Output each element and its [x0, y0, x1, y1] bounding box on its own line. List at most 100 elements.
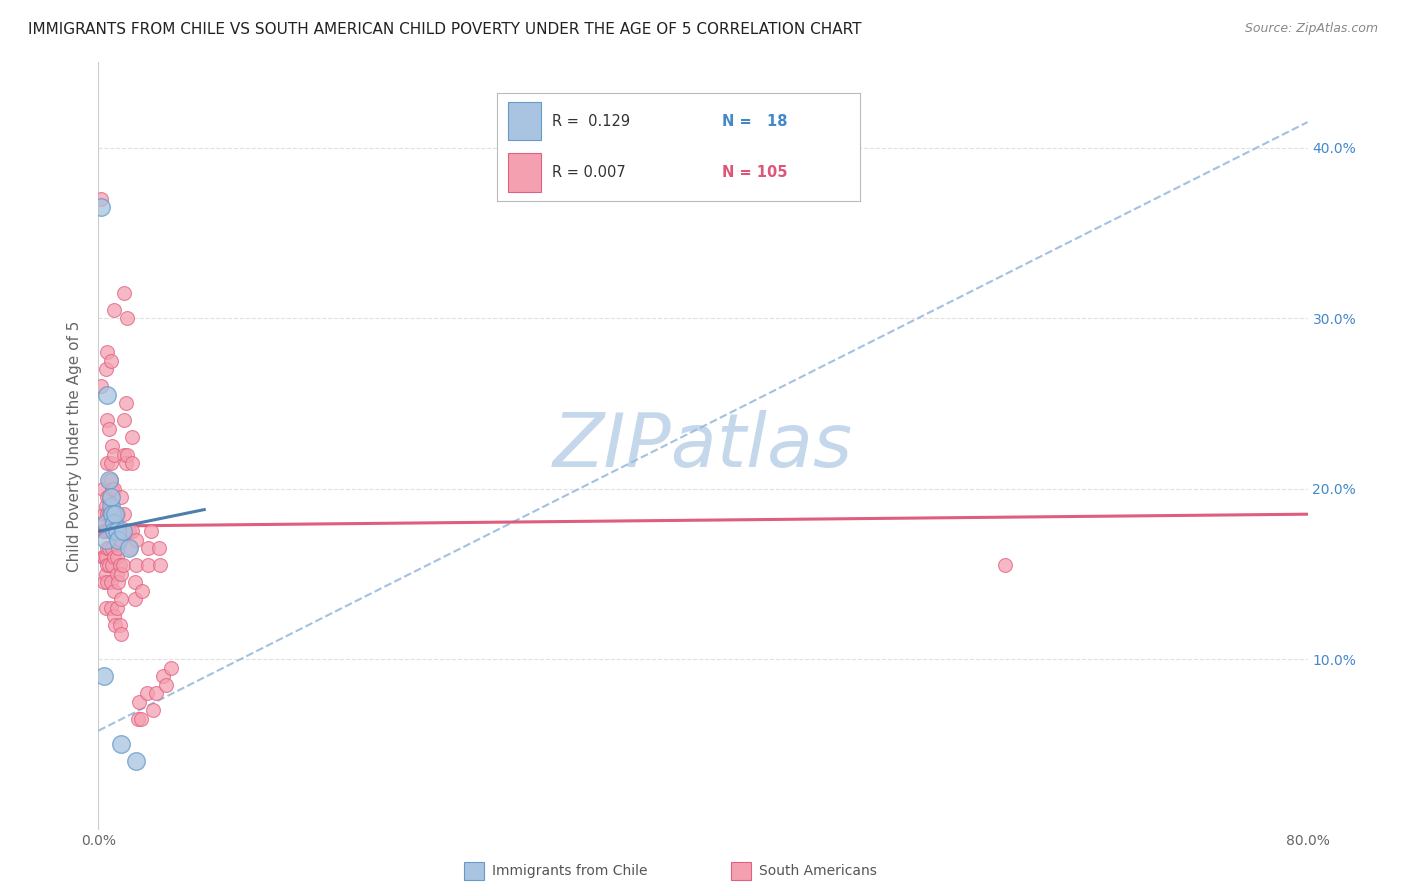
Point [127, 712, 149, 726]
Point [94, 362, 117, 376]
Point [160, 660, 183, 674]
Point [96, 541, 118, 556]
Point [110, 490, 132, 504]
Point [100, 499, 122, 513]
Point [128, 695, 150, 709]
Point [98, 473, 121, 487]
Point [96, 413, 118, 427]
Point [101, 439, 124, 453]
Point [101, 541, 124, 556]
Point [91, 549, 114, 564]
Point [118, 524, 141, 539]
Point [104, 507, 127, 521]
Point [115, 311, 138, 326]
Point [107, 533, 129, 547]
Point [96, 456, 118, 470]
Point [101, 558, 124, 573]
Point [121, 524, 143, 539]
Point [112, 285, 135, 300]
Point [94, 601, 117, 615]
Point [103, 549, 125, 564]
Point [108, 533, 131, 547]
Point [110, 737, 132, 751]
Point [108, 558, 131, 573]
Point [104, 618, 127, 632]
Point [94, 533, 117, 547]
Point [994, 558, 1017, 573]
Point [103, 524, 125, 539]
Point [103, 507, 125, 521]
Point [107, 507, 129, 521]
Point [155, 678, 177, 692]
Point [136, 558, 159, 573]
Point [96, 507, 118, 521]
Point [125, 533, 148, 547]
Point [100, 456, 122, 470]
Point [96, 388, 118, 402]
Text: Source: ZipAtlas.com: Source: ZipAtlas.com [1244, 22, 1378, 36]
Point [111, 558, 134, 573]
Point [112, 448, 135, 462]
Point [107, 575, 129, 590]
Point [110, 533, 132, 547]
Point [98, 558, 121, 573]
Text: Immigrants from Chile: Immigrants from Chile [492, 863, 648, 878]
Point [105, 566, 128, 581]
Point [98, 507, 121, 521]
Point [125, 558, 148, 573]
Point [149, 558, 172, 573]
Point [105, 524, 128, 539]
Point [110, 626, 132, 640]
Point [145, 686, 167, 700]
Point [108, 618, 131, 632]
Point [105, 524, 128, 539]
Point [120, 541, 142, 556]
Point [100, 499, 122, 513]
Point [98, 422, 121, 436]
Point [98, 524, 121, 539]
Point [111, 524, 134, 539]
Y-axis label: Child Poverty Under the Age of 5: Child Poverty Under the Age of 5 [67, 320, 83, 572]
Point [107, 541, 129, 556]
Point [98, 490, 121, 504]
Point [93, 669, 115, 683]
Text: ZIPatlas: ZIPatlas [553, 410, 853, 482]
Point [125, 755, 148, 769]
Point [93, 507, 115, 521]
Point [101, 499, 124, 513]
Point [121, 456, 143, 470]
Point [111, 524, 134, 539]
Point [94, 499, 117, 513]
Point [110, 566, 132, 581]
Point [115, 448, 138, 462]
Point [98, 473, 121, 487]
Point [121, 430, 143, 444]
Point [101, 482, 124, 496]
Point [129, 712, 152, 726]
Point [100, 473, 122, 487]
Point [142, 703, 165, 717]
Text: South Americans: South Americans [759, 863, 877, 878]
Point [93, 575, 115, 590]
Point [136, 541, 159, 556]
Point [118, 541, 141, 556]
Point [90, 200, 112, 214]
Point [100, 601, 122, 615]
Point [96, 524, 118, 539]
Point [96, 558, 118, 573]
Point [148, 541, 170, 556]
Point [94, 524, 117, 539]
Point [114, 456, 136, 470]
Point [100, 490, 122, 504]
Point [101, 507, 124, 521]
Point [114, 396, 136, 410]
Point [98, 541, 121, 556]
Point [135, 686, 157, 700]
Point [105, 601, 128, 615]
Point [110, 592, 132, 607]
Point [103, 524, 125, 539]
Point [103, 302, 125, 317]
Point [112, 524, 135, 539]
Point [91, 482, 114, 496]
Point [91, 516, 114, 530]
